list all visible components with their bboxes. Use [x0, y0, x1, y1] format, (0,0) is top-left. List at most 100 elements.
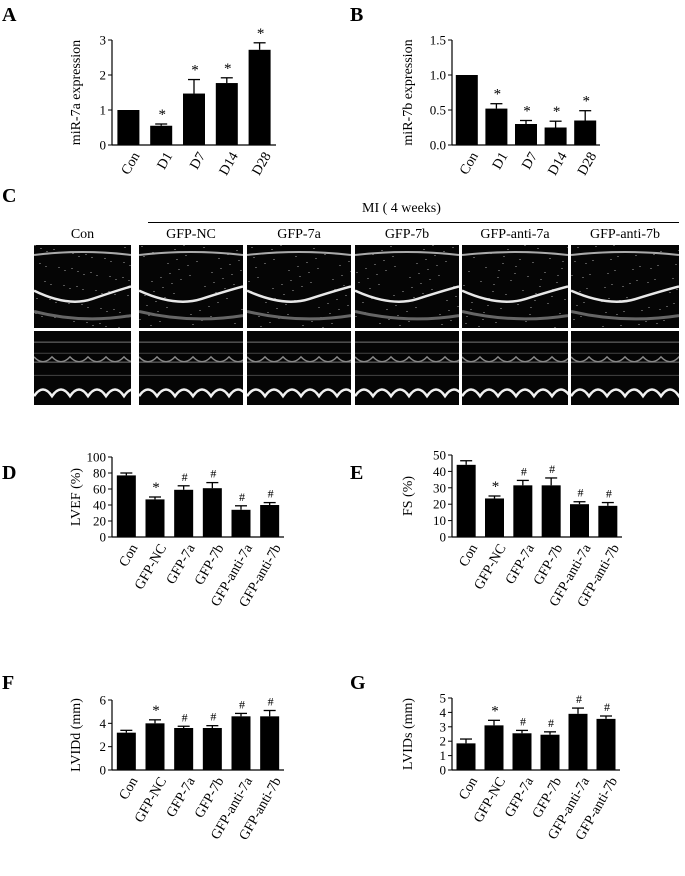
- bar: [485, 108, 508, 145]
- panel-letter-a: A: [2, 4, 17, 26]
- mi-title: MI ( 4 weeks): [362, 201, 441, 216]
- bar: [145, 499, 165, 537]
- bar: [231, 716, 251, 770]
- bar: [260, 505, 280, 537]
- significance-mark: *: [582, 94, 590, 110]
- echo-mmode-image: [462, 331, 568, 405]
- y-tick-label: 30: [433, 480, 446, 495]
- chart-panel-a: 0 1 2 3 miR-7a expression Con * D1 * D7 * D14 * D28: [69, 26, 276, 178]
- echo-label-gfp-anti-7a: GFP-anti-7a: [480, 227, 550, 242]
- y-tick-label: 0.5: [430, 103, 446, 118]
- panel-letter-f: F: [2, 672, 15, 694]
- echo-bmode-image: [34, 245, 131, 328]
- bar: [574, 120, 597, 145]
- echo-label-gfp-nc: GFP-NC: [166, 227, 216, 242]
- bar: [540, 734, 560, 770]
- y-tick-label: 40: [93, 498, 106, 513]
- y-tick-label: 80: [93, 466, 106, 481]
- bar: [116, 475, 136, 537]
- y-tick-label: 50: [433, 448, 446, 463]
- category-label: Con: [117, 775, 142, 803]
- echo-bmode-image: [571, 245, 679, 328]
- bar: [202, 488, 222, 537]
- echo-label-gfp-7b: GFP-7b: [384, 227, 430, 242]
- bar: [598, 505, 618, 537]
- significance-mark: #: [521, 464, 527, 478]
- y-axis-label: miR-7b expression: [401, 39, 416, 145]
- category-label: Con: [117, 542, 142, 570]
- echo-mmode-image: [355, 331, 459, 405]
- y-tick-label: 1.5: [430, 33, 446, 48]
- category-label: D14: [546, 150, 571, 178]
- significance-mark: #: [604, 700, 610, 714]
- significance-mark: #: [210, 467, 216, 481]
- category-label: Con: [119, 150, 144, 178]
- category-label: D7: [188, 150, 210, 172]
- bar: [145, 723, 165, 770]
- chart-panel-b: 0.0 0.5 1.0 1.5 miR-7b expression Con * D1 * D7 * D…: [401, 33, 600, 179]
- panel-letter-g: G: [350, 672, 366, 694]
- y-axis-label: LVIDs (mm): [401, 698, 416, 771]
- category-label: Con: [457, 542, 482, 570]
- y-tick-label: 2: [100, 739, 107, 754]
- y-axis-label: LVIDd (mm): [69, 698, 84, 772]
- y-axis-label: FS (%): [401, 476, 416, 516]
- category-label: Con: [456, 775, 481, 803]
- echo-mmode-image: [34, 331, 131, 405]
- panel-letter-c: C: [2, 185, 17, 207]
- significance-mark: *: [553, 104, 561, 120]
- bar: [596, 718, 616, 770]
- y-tick-label: 1: [440, 748, 447, 763]
- significance-mark: #: [182, 470, 188, 484]
- y-tick-label: 4: [100, 716, 107, 731]
- y-tick-label: 0: [440, 763, 447, 778]
- echo-bmode-image: [355, 245, 459, 328]
- y-tick-label: 4: [440, 705, 447, 720]
- echo-label-gfp-anti-7b: GFP-anti-7b: [590, 227, 660, 242]
- bar: [513, 485, 533, 537]
- significance-mark: *: [492, 479, 500, 495]
- category-label: D1: [155, 150, 177, 172]
- significance-mark: *: [523, 104, 531, 120]
- category-label: D28: [575, 150, 600, 178]
- y-tick-label: 0: [440, 530, 447, 545]
- mi-bracket-line: [148, 222, 679, 223]
- y-tick-label: 0: [100, 530, 107, 545]
- bar: [174, 728, 194, 770]
- echo-mmode-image: [571, 331, 679, 405]
- y-tick-label: 10: [433, 513, 446, 528]
- y-axis-label: LVEF (%): [69, 468, 84, 527]
- panel-letter-b: B: [350, 4, 364, 26]
- echo-label-con: Con: [70, 227, 95, 242]
- bar: [215, 83, 238, 145]
- significance-mark: #: [239, 697, 245, 711]
- significance-mark: #: [520, 714, 526, 728]
- significance-mark: *: [491, 703, 499, 719]
- bar: [174, 489, 194, 537]
- category-label: Con: [457, 150, 482, 178]
- significance-mark: #: [576, 692, 582, 706]
- significance-mark: *: [158, 107, 166, 123]
- bar: [248, 49, 271, 145]
- echo-mmode-image: [139, 331, 243, 405]
- category-label: D7: [520, 150, 542, 172]
- y-tick-label: 40: [433, 464, 446, 479]
- bar: [202, 728, 222, 770]
- bar: [485, 498, 504, 537]
- significance-mark: #: [578, 486, 584, 500]
- significance-mark: *: [257, 26, 265, 42]
- bar: [116, 732, 136, 770]
- echo-label-gfp-7a: GFP-7a: [277, 227, 321, 242]
- significance-mark: #: [268, 487, 274, 501]
- y-tick-label: 0.0: [430, 138, 446, 153]
- y-tick-label: 3: [440, 719, 447, 734]
- bar: [117, 110, 140, 145]
- echo-mmode-image: [247, 331, 351, 405]
- significance-mark: #: [549, 462, 555, 476]
- echo-bmode-image: [139, 245, 243, 328]
- y-tick-label: 6: [100, 693, 107, 708]
